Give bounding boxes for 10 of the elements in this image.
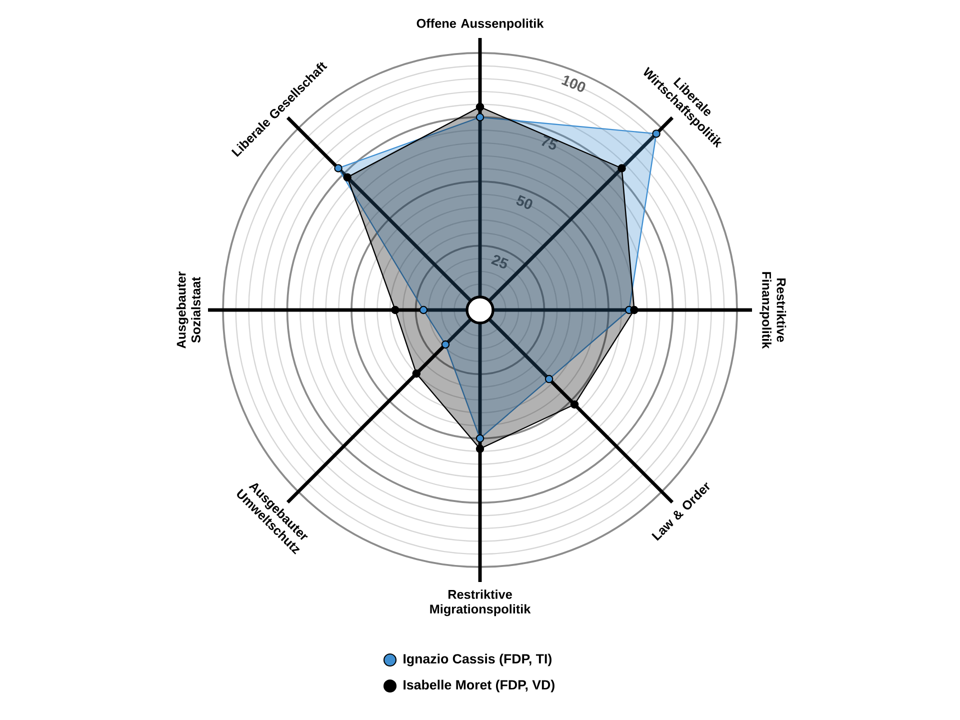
legend-label: Ignazio Cassis (FDP, TI) <box>404 654 552 666</box>
spoke-label: Offene Aussenpolitik <box>416 18 544 30</box>
y-tick-label: 50 <box>516 195 532 209</box>
legend-label: Isabelle Moret (FDP, VD) <box>404 680 554 692</box>
spoke-label: Restriktive Migrationspolitik <box>430 590 531 616</box>
spoke-label: Ausgebauter Sozialstaat <box>176 271 200 348</box>
y-tick-label: 25 <box>490 254 509 268</box>
spoke-label: Restriktive Finanzpolitik <box>760 272 786 349</box>
y-tick-label: 75 <box>542 135 558 150</box>
y-tick-label: 100 <box>561 76 586 92</box>
